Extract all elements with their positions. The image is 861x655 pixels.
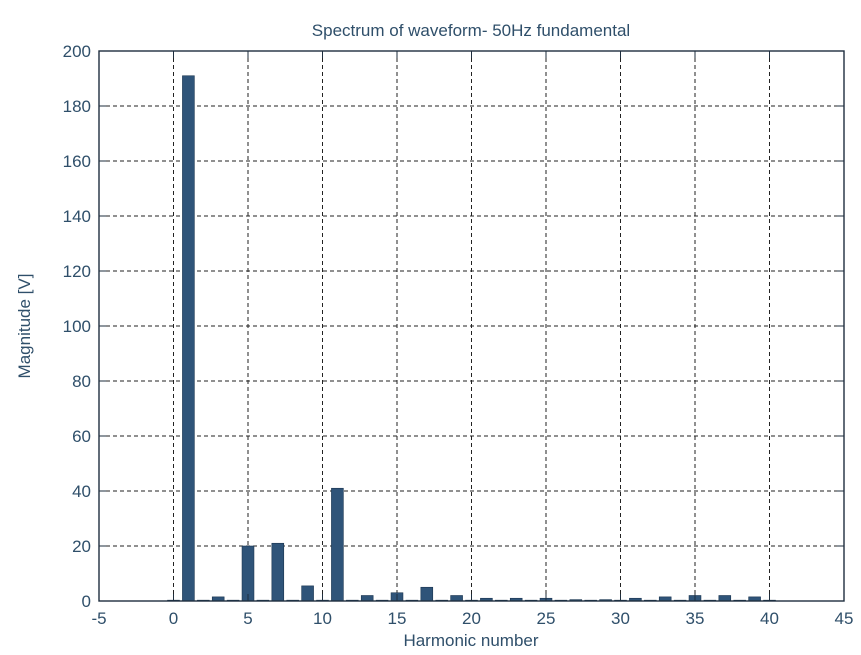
x-tick-label: 15 [388, 609, 407, 628]
y-tick-label: 100 [63, 317, 91, 336]
y-tick-label: 40 [72, 482, 91, 501]
grid-lines [99, 51, 844, 601]
bar [301, 585, 314, 602]
chart-title: Spectrum of waveform- 50Hz fundamental [312, 21, 630, 40]
bar [450, 595, 463, 602]
bar [360, 595, 374, 602]
bar [420, 586, 434, 602]
x-tick-label: 35 [686, 609, 705, 628]
y-tick-label: 20 [72, 537, 91, 556]
tick-labels: -5 0 5 10 15 20 25 30 35 40 4502040608010012014016… [63, 42, 854, 628]
x-tick-label: 45 [835, 609, 854, 628]
y-tick-label: 180 [63, 97, 91, 116]
bar [331, 487, 344, 602]
x-tick-label: 40 [760, 609, 779, 628]
bar [182, 75, 195, 602]
x-tick-label: 5 [243, 609, 252, 628]
y-axis-label: Magnitude [V] [15, 274, 34, 379]
y-tick-label: 60 [72, 427, 91, 446]
x-tick-label: -5 [91, 609, 106, 628]
bar [718, 595, 732, 602]
y-tick-label: 200 [63, 42, 91, 61]
y-tick-label: 80 [72, 372, 91, 391]
y-tick-label: 0 [82, 592, 91, 611]
y-tick-label: 160 [63, 152, 91, 171]
y-tick-label: 140 [63, 207, 91, 226]
axis-ticks [98, 50, 845, 602]
x-tick-label: 25 [537, 609, 556, 628]
x-tick-label: 0 [169, 609, 178, 628]
bar [241, 545, 255, 602]
y-tick-label: 120 [63, 262, 91, 281]
x-axis-label: Harmonic number [403, 631, 538, 650]
bar [271, 542, 285, 602]
x-tick-label: 10 [313, 609, 332, 628]
x-tick-label: 20 [462, 609, 481, 628]
x-tick-label: 30 [611, 609, 630, 628]
